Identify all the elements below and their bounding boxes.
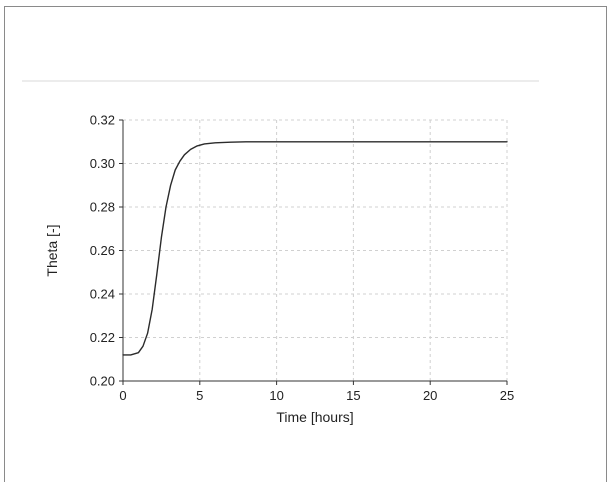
x-tick-label: 0 xyxy=(119,388,126,403)
tick-labels: 0 5 10 15 20 25 0.20 0.22 0.24 0.26 0.28 0.30 0.32 xyxy=(90,113,515,404)
panel-divider xyxy=(22,80,539,82)
x-tick-label: 5 xyxy=(196,388,203,403)
y-tick-label: 0.32 xyxy=(90,113,115,128)
panel-frame xyxy=(4,6,607,482)
series-line xyxy=(122,141,508,356)
y-tick-label: 0.26 xyxy=(90,243,115,258)
y-tick-label: 0.24 xyxy=(90,287,115,302)
x-tick-label: 10 xyxy=(269,388,283,403)
y-tick-label: 0.22 xyxy=(90,330,115,345)
x-tick-label: 20 xyxy=(423,388,437,403)
grid-lines xyxy=(123,119,508,381)
series-layer xyxy=(122,141,508,356)
x-tick-label: 15 xyxy=(346,388,360,403)
y-axis-title: Theta [-] xyxy=(44,224,60,276)
x-axis-title: Time [hours] xyxy=(276,409,353,425)
x-tick-label: 25 xyxy=(500,388,514,403)
y-tick-label: 0.20 xyxy=(90,374,115,389)
axes xyxy=(119,119,508,385)
y-tick-label: 0.30 xyxy=(90,156,115,171)
y-tick-label: 0.28 xyxy=(90,200,115,215)
